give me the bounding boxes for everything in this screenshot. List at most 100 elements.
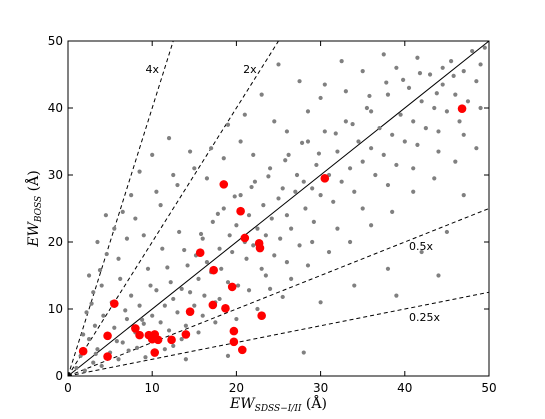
- background-point: [114, 339, 119, 344]
- highlight-point: [167, 335, 176, 345]
- background-point: [478, 62, 483, 67]
- background-point: [210, 219, 215, 224]
- background-point: [406, 85, 412, 90]
- background-point: [234, 223, 239, 228]
- background-point: [377, 126, 382, 131]
- background-point: [95, 347, 100, 352]
- background-point: [158, 320, 163, 325]
- background-point: [82, 368, 87, 373]
- background-point: [81, 332, 86, 337]
- background-point: [305, 139, 311, 144]
- background-point: [215, 211, 220, 216]
- background-point: [432, 176, 437, 181]
- background-point: [478, 105, 483, 111]
- background-point: [419, 249, 424, 255]
- background-point: [280, 186, 285, 191]
- background-point: [482, 45, 487, 50]
- background-point: [259, 266, 264, 271]
- background-point: [171, 172, 176, 178]
- background-point: [200, 313, 205, 318]
- background-point: [145, 266, 151, 271]
- background-point: [297, 79, 302, 84]
- background-point: [99, 363, 104, 369]
- background-point: [209, 146, 214, 151]
- background-point: [141, 233, 146, 238]
- highlight-point: [219, 180, 229, 189]
- background-point: [364, 105, 370, 111]
- background-point: [339, 59, 344, 64]
- background-point: [297, 243, 302, 248]
- background-point: [154, 189, 159, 194]
- background-point: [411, 166, 416, 171]
- highlight-point: [255, 243, 265, 253]
- background-point: [335, 226, 340, 231]
- y-tick-label: 10: [48, 302, 63, 316]
- background-point: [423, 126, 428, 131]
- background-point: [93, 351, 98, 356]
- background-point: [390, 132, 395, 137]
- background-point: [150, 313, 155, 318]
- background-point: [284, 260, 290, 265]
- background-point: [276, 196, 281, 201]
- background-point: [318, 95, 323, 101]
- background-point: [335, 149, 340, 154]
- background-point: [225, 280, 231, 285]
- background-points: [74, 45, 487, 373]
- y-axis: 0 10 20 30 40 50: [48, 34, 489, 383]
- background-point: [225, 122, 231, 127]
- background-point: [104, 251, 109, 257]
- highlight-point: [135, 330, 144, 340]
- reference-label-4: 0.25x: [409, 311, 440, 324]
- background-point: [242, 112, 247, 117]
- background-point: [86, 273, 92, 278]
- background-point: [432, 105, 437, 111]
- background-point: [436, 129, 441, 134]
- background-point: [352, 283, 357, 288]
- background-point: [129, 293, 134, 298]
- background-point: [272, 119, 277, 124]
- background-point: [249, 184, 254, 190]
- background-point: [263, 273, 268, 278]
- background-point: [165, 265, 170, 270]
- background-point: [318, 300, 323, 305]
- x-tick-label: 30: [313, 381, 328, 395]
- x-tick-label: 20: [229, 381, 244, 395]
- background-point: [303, 206, 308, 211]
- background-point: [451, 73, 456, 78]
- background-point: [126, 348, 131, 353]
- background-point: [415, 55, 420, 60]
- background-point: [398, 112, 403, 117]
- highlight-point: [208, 300, 218, 310]
- background-point: [381, 52, 386, 57]
- background-point: [171, 343, 176, 348]
- background-point: [474, 79, 479, 84]
- y-tick-label: 0: [55, 369, 63, 383]
- background-point: [461, 69, 466, 74]
- background-point: [401, 77, 406, 82]
- background-point: [394, 293, 399, 298]
- highlight-point: [221, 304, 230, 313]
- highlight-point: [103, 331, 112, 341]
- background-point: [179, 286, 184, 291]
- background-point: [192, 303, 197, 308]
- background-point: [269, 216, 274, 221]
- highlight-point: [457, 104, 467, 113]
- background-point: [343, 89, 348, 94]
- reference-label-1: 2x: [243, 63, 257, 76]
- highlight-point: [209, 265, 218, 275]
- background-point: [91, 360, 96, 365]
- background-point: [227, 233, 232, 238]
- background-point: [238, 193, 243, 198]
- background-point: [465, 99, 471, 104]
- y-tick-label: 30: [48, 168, 63, 182]
- background-point: [369, 146, 374, 151]
- background-point: [246, 288, 252, 293]
- background-point: [322, 129, 327, 134]
- background-point: [444, 109, 449, 114]
- reference-labels: 4x 2x 0.5x 0.25x: [145, 63, 440, 324]
- background-point: [124, 316, 130, 322]
- reference-lines: [68, 41, 489, 376]
- highlight-point: [257, 311, 266, 321]
- background-point: [74, 365, 79, 371]
- reference-line-4: [68, 291, 489, 376]
